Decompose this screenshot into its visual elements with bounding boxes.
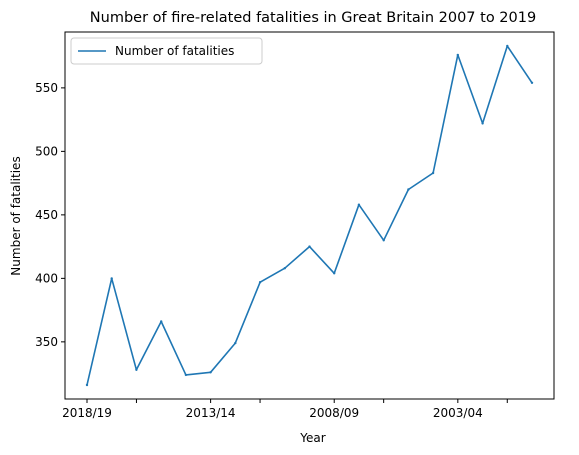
data-point <box>160 320 163 323</box>
data-point <box>135 368 138 371</box>
data-point <box>283 267 286 270</box>
data-points <box>85 44 534 387</box>
data-point <box>530 81 534 85</box>
plot-area: 350 400 450 500 550 2018/19 2013/14 2008/09 200… <box>35 31 555 420</box>
legend-box <box>70 37 263 65</box>
data-point <box>85 383 89 387</box>
x-tick-label: 2008/09 <box>309 406 359 420</box>
data-point <box>481 122 484 125</box>
data-point <box>308 245 311 248</box>
y-tick-label: 350 <box>35 335 58 349</box>
x-tick-label: 2018/19 <box>62 406 112 420</box>
legend-label: Number of fatalities <box>115 44 234 58</box>
x-tick-label: 2013/14 <box>186 406 236 420</box>
data-point <box>184 373 188 377</box>
plot-frame <box>64 31 555 400</box>
x-axis: 2018/19 2013/14 2008/09 2003/04 <box>62 399 508 420</box>
y-tick-label: 450 <box>35 208 58 222</box>
data-point <box>431 171 435 175</box>
data-point <box>258 281 262 284</box>
series-line-number-of-fatalities <box>86 45 533 386</box>
data-point <box>209 371 212 374</box>
data-point <box>234 341 237 345</box>
y-tick-label: 550 <box>35 81 58 95</box>
y-tick-label: 500 <box>35 144 58 158</box>
data-point <box>357 203 361 206</box>
data-point <box>407 188 410 191</box>
data-point <box>110 277 113 280</box>
x-tick-label: 2003/04 <box>433 406 483 420</box>
legend: Number of fatalities <box>70 37 263 65</box>
data-point <box>382 239 385 242</box>
data-point <box>456 53 459 57</box>
data-point <box>333 272 336 275</box>
x-axis-label: Year <box>299 431 325 445</box>
y-axis: 350 400 450 500 550 <box>35 81 65 349</box>
y-axis-label: Number of fatalities <box>9 156 23 275</box>
y-tick-label: 400 <box>35 271 58 285</box>
data-point <box>506 44 509 48</box>
chart-title: Number of fire-related fatalities in Gre… <box>90 10 536 26</box>
